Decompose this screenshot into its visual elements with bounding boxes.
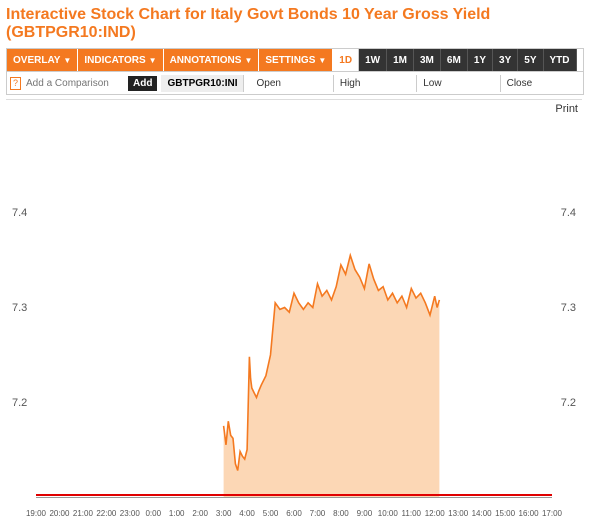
chevron-down-icon: ▼	[244, 56, 252, 65]
ticker-label: GBTPGR10:INI	[161, 75, 244, 92]
y-tick-label: 7.3	[561, 302, 576, 314]
x-tick-label: 23:00	[120, 509, 140, 518]
x-tick-label: 17:00	[542, 509, 562, 518]
toolbar: OVERLAY ▼ INDICATORS ▼ ANNOTATIONS ▼ SET…	[6, 48, 584, 72]
annotations-button[interactable]: ANNOTATIONS ▼	[164, 49, 260, 71]
range-1m[interactable]: 1M	[387, 49, 414, 71]
range-1w[interactable]: 1W	[359, 49, 387, 71]
open-label: Open	[250, 75, 332, 92]
ohlc-group: Open High Low Close	[250, 75, 583, 92]
reference-line	[36, 494, 552, 496]
chevron-down-icon: ▼	[318, 56, 326, 65]
x-tick-label: 2:00	[192, 509, 208, 518]
x-tick-label: 4:00	[239, 509, 255, 518]
x-tick-label: 11:00	[402, 509, 421, 518]
x-tick-label: 12:00	[425, 509, 445, 518]
annotations-label: ANNOTATIONS	[170, 55, 242, 66]
chart-series	[36, 118, 552, 497]
page-title: Interactive Stock Chart for Italy Govt B…	[6, 6, 584, 42]
x-tick-label: 1:00	[169, 509, 185, 518]
y-tick-label: 7.2	[561, 397, 576, 409]
y-tick-label: 7.3	[12, 302, 27, 314]
chart-wrap: Print 7.27.27.37.37.47.419:0020:0021:002…	[6, 99, 584, 520]
x-tick-label: 20:00	[49, 509, 69, 518]
x-tick-label: 9:00	[357, 509, 373, 518]
range-1d[interactable]: 1D	[333, 49, 359, 71]
y-tick-label: 7.4	[561, 207, 576, 219]
x-tick-label: 10:00	[378, 509, 398, 518]
x-tick-label: 19:00	[26, 509, 46, 518]
range-ytd[interactable]: YTD	[544, 49, 577, 71]
x-tick-label: 3:00	[216, 509, 232, 518]
chevron-down-icon: ▼	[63, 56, 71, 65]
overlay-label: OVERLAY	[13, 55, 60, 66]
time-range-group: 1D1W1M3M6M1Y3Y5YYTD	[333, 49, 583, 71]
range-3m[interactable]: 3M	[414, 49, 441, 71]
indicators-button[interactable]: INDICATORS ▼	[78, 49, 163, 71]
chart-area: 7.2 7.2 7.3 7.3 7.4 7.4 19:0020:00 21:0022:00 23…	[6, 99, 582, 520]
comparison-input[interactable]	[24, 76, 126, 91]
indicators-label: INDICATORS	[84, 55, 145, 66]
range-3y[interactable]: 3Y	[493, 49, 518, 71]
add-button[interactable]: Add	[128, 76, 157, 91]
low-label: Low	[416, 75, 499, 92]
x-tick-label: 13:00	[448, 509, 468, 518]
help-icon[interactable]: ?	[10, 77, 21, 90]
x-tick-label: 15:00	[495, 509, 515, 518]
close-label: Close	[500, 75, 583, 92]
chevron-down-icon: ▼	[149, 56, 157, 65]
x-tick-label: 7:00	[310, 509, 326, 518]
x-tick-label: 0:00	[145, 509, 161, 518]
x-tick-label: 14:00	[472, 509, 492, 518]
y-tick-label: 7.2	[12, 397, 27, 409]
range-6m[interactable]: 6M	[441, 49, 468, 71]
x-tick-label: 5:00	[263, 509, 279, 518]
settings-label: SETTINGS	[265, 55, 315, 66]
x-tick-label: 22:00	[96, 509, 116, 518]
range-5y[interactable]: 5Y	[518, 49, 543, 71]
x-tick-label: 21:00	[73, 509, 93, 518]
high-label: High	[333, 75, 416, 92]
x-tick-label: 8:00	[333, 509, 349, 518]
overlay-button[interactable]: OVERLAY ▼	[7, 49, 78, 71]
comparison-row: ? Add GBTPGR10:INI Open High Low Close	[6, 72, 584, 95]
plot-region	[36, 118, 552, 498]
range-1y[interactable]: 1Y	[468, 49, 493, 71]
x-tick-label: 16:00	[519, 509, 539, 518]
settings-button[interactable]: SETTINGS ▼	[259, 49, 333, 71]
y-tick-label: 7.4	[12, 207, 27, 219]
x-tick-label: 6:00	[286, 509, 302, 518]
